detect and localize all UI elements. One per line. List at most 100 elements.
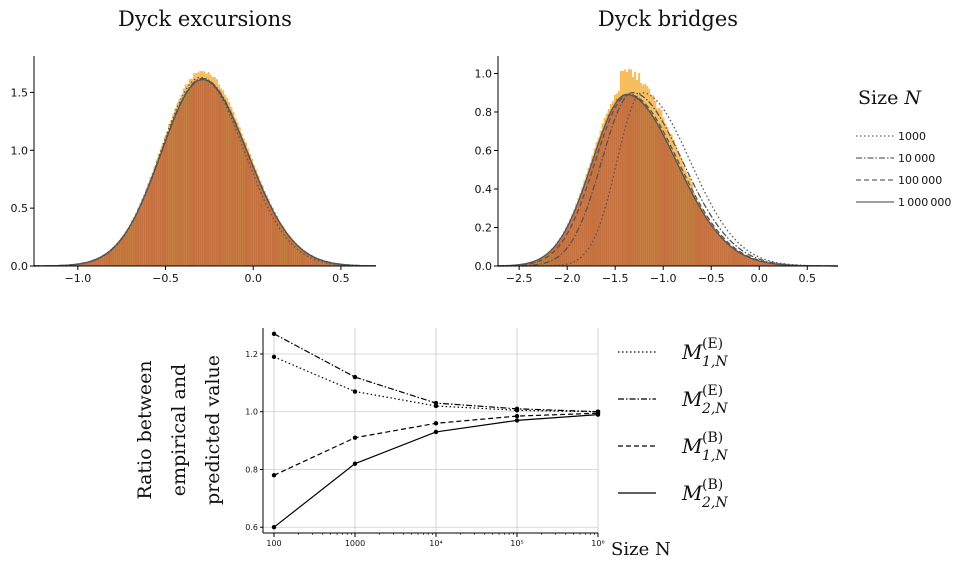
- legend-title-var: N: [903, 87, 922, 109]
- bar-103-c: [711, 225, 714, 266]
- y-tick-label: 0.6: [245, 523, 258, 532]
- bar-94-c: [692, 195, 695, 266]
- bar-85-c: [230, 113, 233, 266]
- bar-44-c: [145, 191, 148, 266]
- bar-83-c: [226, 106, 229, 267]
- bar-53-c: [163, 142, 167, 266]
- bar-104-c: [269, 206, 272, 266]
- bar-49-c: [601, 131, 604, 266]
- bar-110-c: [282, 228, 285, 266]
- bar-90-c: [240, 137, 243, 266]
- bar-55-c: [168, 132, 171, 266]
- bar-92-c: [244, 148, 247, 266]
- bar-36-c: [128, 226, 131, 266]
- legend-label-3: M: [681, 481, 703, 505]
- bar-129-c: [763, 262, 766, 266]
- bar-118-c: [741, 254, 744, 266]
- x-tick-label: 10⁵: [510, 539, 523, 548]
- bar-20-c: [542, 256, 545, 266]
- bar-18-c: [538, 258, 541, 266]
- legend-label-1: M: [681, 387, 703, 411]
- bar-129-c: [321, 260, 324, 266]
- bar-67-c: [638, 97, 641, 267]
- bar-130-c: [323, 261, 326, 266]
- bar-73-c: [205, 81, 208, 266]
- bar-98-c: [701, 210, 704, 266]
- bar-96-c: [253, 168, 256, 266]
- bar-121-c: [305, 252, 308, 266]
- legend-sup-3: (B): [702, 477, 723, 493]
- bar-60-c: [623, 95, 626, 267]
- bar-16-c: [534, 260, 537, 266]
- bar-47-c: [597, 142, 600, 266]
- bar-139-c: [342, 264, 345, 266]
- y-axis-label-line: predicted value: [202, 355, 224, 505]
- bar-15-c: [532, 261, 535, 266]
- bar-67-c: [193, 81, 196, 266]
- series-point-M1B: [352, 435, 358, 440]
- bar-78-c: [660, 129, 663, 266]
- bar-14-c: [83, 262, 86, 266]
- y-tick-label: 1.0: [11, 144, 29, 157]
- bar-105-c: [715, 231, 718, 266]
- bridges-chart: Dyck bridges −2.5 −2.0 −1.5 −1.0 −0.5 0.0 0.5 0.…: [475, 7, 838, 285]
- series-point-M1B: [514, 413, 520, 419]
- bar-70-c: [644, 103, 647, 266]
- excursions-chart: Dyck excursions −1.0 −0.5 0.0 0.5 0.0 0.5 1.0 1.…: [11, 7, 376, 285]
- bar-79-c: [217, 92, 221, 266]
- bar-20-c: [95, 259, 98, 266]
- bar-131-c: [767, 263, 770, 266]
- bar-41-c: [585, 178, 588, 266]
- bar-58-c: [174, 116, 177, 266]
- bar-137-c: [338, 264, 341, 266]
- bar-22-c: [99, 257, 102, 266]
- bar-64-c: [186, 89, 189, 266]
- bar-113-c: [731, 247, 734, 266]
- bar-69-c: [197, 81, 200, 266]
- bar-77-c: [213, 85, 216, 266]
- bar-61-c: [180, 101, 183, 266]
- bar-52-c: [607, 114, 610, 267]
- bar-32-c: [120, 238, 123, 266]
- y-tick-label: 1.0: [245, 408, 258, 417]
- bar-88-c: [236, 128, 239, 266]
- bar-62-c: [182, 98, 185, 266]
- bar-136-c: [336, 263, 339, 266]
- bar-64-c: [632, 94, 635, 267]
- bar-63-c: [630, 95, 633, 266]
- y-tick-label: 1.5: [11, 86, 29, 99]
- bar-65-c: [634, 97, 637, 266]
- bar-109-c: [280, 224, 283, 266]
- bar-104-c: [713, 228, 716, 266]
- bar-22-c: [546, 253, 549, 266]
- bar-85-c: [674, 159, 677, 266]
- bar-28-c: [112, 248, 115, 266]
- bar-33-c: [569, 220, 572, 266]
- bar-116-c: [294, 243, 297, 266]
- legend-sub-1: 2,N: [701, 401, 728, 417]
- bar-80-c: [220, 94, 223, 266]
- legend-title: Size N: [858, 87, 922, 109]
- bar-108-c: [721, 238, 724, 266]
- bar-103-c: [267, 201, 270, 266]
- bar-23-c: [101, 255, 104, 266]
- bar-35-c: [126, 230, 129, 266]
- bar-78-c: [215, 87, 218, 266]
- bar-46-c: [595, 148, 598, 266]
- bar-50-c: [157, 160, 160, 266]
- bar-84-c: [228, 109, 231, 266]
- bar-101-c: [707, 220, 710, 266]
- bar-31-c: [565, 229, 568, 266]
- bar-54-c: [611, 107, 614, 266]
- bar-135-c: [334, 263, 337, 266]
- bar-57-c: [172, 120, 175, 267]
- series-point-M2B: [514, 418, 520, 423]
- bar-106-c: [273, 214, 277, 266]
- bar-87-c: [678, 167, 681, 266]
- bar-127-c: [317, 259, 320, 266]
- bar-111-c: [284, 231, 287, 266]
- legend-label-1: 10 000: [898, 152, 935, 165]
- bar-86-c: [232, 119, 235, 266]
- bar-59-c: [621, 94, 624, 266]
